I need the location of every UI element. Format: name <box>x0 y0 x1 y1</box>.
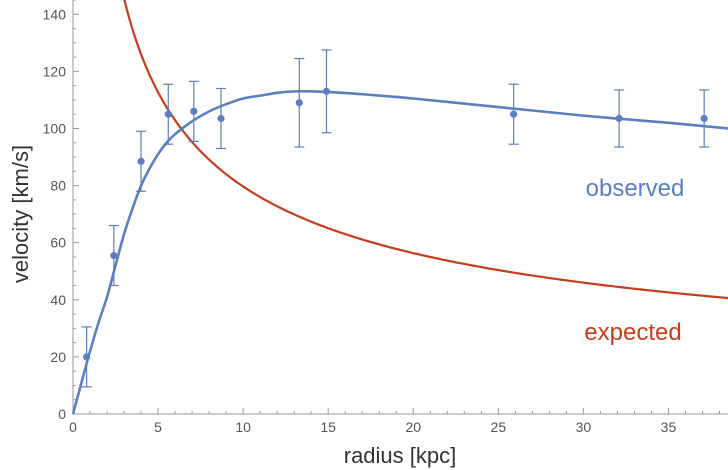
x-axis: 0 5 10 15 20 25 30 35 <box>69 408 728 435</box>
y-tick-label: 20 <box>50 349 66 365</box>
data-point-marker <box>615 114 623 123</box>
data-point-marker <box>217 114 225 123</box>
data-point-marker <box>510 110 518 118</box>
observed-data-point <box>163 83 174 145</box>
observed-series-label: observed <box>586 175 685 202</box>
y-tick-label: 40 <box>50 292 66 308</box>
y-tick-label: 0 <box>58 406 66 422</box>
data-point-marker <box>164 110 172 118</box>
y-tick-label: 100 <box>43 120 67 136</box>
x-tick-label: 30 <box>576 419 592 435</box>
x-tick-label: 10 <box>235 419 251 435</box>
data-point-marker <box>295 99 303 107</box>
data-point-marker <box>83 353 91 361</box>
observed-data-point <box>508 83 519 145</box>
observed-points-group <box>81 49 710 388</box>
observed-data-point <box>81 326 92 388</box>
y-tick-label: 120 <box>43 63 67 79</box>
y-tick-label: 60 <box>50 235 66 251</box>
observed-data-point <box>699 89 710 148</box>
observed-fit-curve <box>71 89 728 415</box>
y-axis-title: velocity [km/s] <box>8 145 33 283</box>
expected-curve-group <box>123 0 728 300</box>
data-point-marker <box>190 107 198 115</box>
x-tick-label: 0 <box>69 419 77 435</box>
observed-data-point <box>108 224 119 287</box>
expected-curve <box>123 0 728 300</box>
x-tick-label: 5 <box>154 419 162 435</box>
data-point-marker <box>137 157 145 165</box>
expected-series-label: expected <box>584 319 681 346</box>
x-tick-label: 20 <box>405 419 421 435</box>
y-tick-label: 80 <box>50 178 66 194</box>
x-tick-label: 15 <box>320 419 336 435</box>
observed-data-point <box>321 49 332 134</box>
x-tick-label: 25 <box>491 419 507 435</box>
observed-data-point <box>294 57 305 148</box>
y-tick-label: 140 <box>43 6 67 22</box>
x-axis-title: radius [kpc] <box>344 443 457 468</box>
observed-data-point <box>614 89 625 148</box>
data-point-marker <box>700 114 708 123</box>
data-point-marker <box>322 87 331 95</box>
data-point-marker <box>110 251 118 260</box>
observed-data-point <box>188 80 199 142</box>
observed-data-point <box>216 87 227 150</box>
observed-fit-group <box>71 89 728 415</box>
observed-data-point <box>136 130 147 192</box>
x-tick-label: 35 <box>661 419 677 435</box>
y-axis: 0 20 40 60 80 100 120 140 <box>43 0 79 422</box>
